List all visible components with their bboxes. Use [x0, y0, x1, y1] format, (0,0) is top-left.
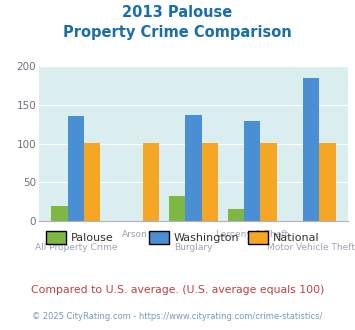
Bar — [261, 143, 277, 221]
Text: Palouse: Palouse — [71, 233, 114, 243]
Text: Washington: Washington — [174, 233, 240, 243]
Text: Larceny & Theft: Larceny & Theft — [216, 230, 288, 239]
Text: National: National — [273, 233, 320, 243]
Bar — [185, 115, 202, 221]
Text: Property Crime Comparison: Property Crime Comparison — [63, 25, 292, 40]
Text: All Property Crime: All Property Crime — [34, 243, 117, 252]
Text: Motor Vehicle Theft: Motor Vehicle Theft — [267, 243, 355, 252]
Text: Compared to U.S. average. (U.S. average equals 100): Compared to U.S. average. (U.S. average … — [31, 285, 324, 295]
Text: Arson: Arson — [122, 230, 148, 239]
Bar — [228, 209, 244, 221]
Text: © 2025 CityRating.com - https://www.cityrating.com/crime-statistics/: © 2025 CityRating.com - https://www.city… — [32, 312, 323, 321]
Bar — [51, 206, 68, 221]
Bar — [244, 121, 261, 221]
Bar — [143, 143, 159, 221]
Bar — [68, 116, 84, 221]
Text: Burglary: Burglary — [174, 243, 213, 252]
Bar — [319, 143, 335, 221]
Bar — [303, 79, 319, 221]
Bar — [202, 143, 218, 221]
Bar — [84, 143, 100, 221]
Bar — [169, 195, 185, 221]
Text: 2013 Palouse: 2013 Palouse — [122, 5, 233, 20]
